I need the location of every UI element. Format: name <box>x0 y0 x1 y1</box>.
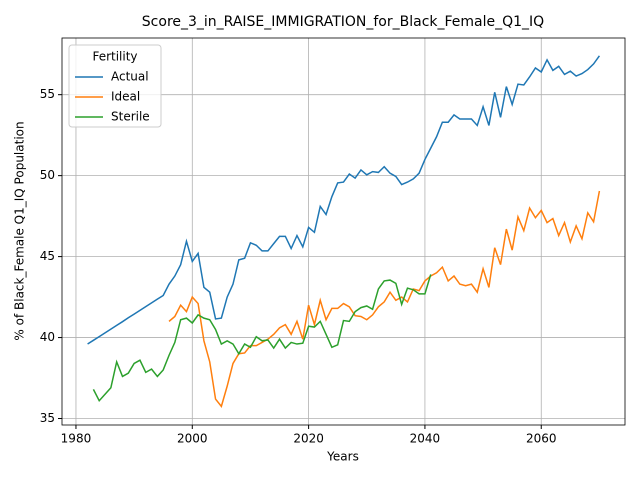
x-tick-label: 2060 <box>526 432 557 446</box>
y-tick-label: 35 <box>40 411 55 425</box>
line <box>168 190 601 408</box>
y-tick-label: 55 <box>40 87 55 101</box>
x-tick-label: 2040 <box>410 432 441 446</box>
legend-label: Actual <box>111 70 149 84</box>
legend-title: Fertility <box>92 50 137 64</box>
legend-label: Sterile <box>111 110 150 124</box>
y-tick-label: 40 <box>40 330 55 344</box>
y-tick-label: 50 <box>40 168 55 182</box>
legend-label: Ideal <box>111 90 140 104</box>
line <box>92 274 432 403</box>
plot-frame <box>61 37 626 426</box>
y-tick-label: 45 <box>40 249 55 263</box>
line <box>87 55 601 345</box>
x-tick-label: 2020 <box>293 432 324 446</box>
y-axis-label: % of Black_Female Q1_IQ Population <box>13 121 27 340</box>
x-tick-label: 1980 <box>61 432 92 446</box>
legend-box <box>68 44 162 128</box>
x-tick-label: 2000 <box>177 432 208 446</box>
chart-title: Score_3_in_RAISE_IMMIGRATION_for_Black_F… <box>142 14 544 30</box>
x-axis-label: Years <box>326 450 359 464</box>
